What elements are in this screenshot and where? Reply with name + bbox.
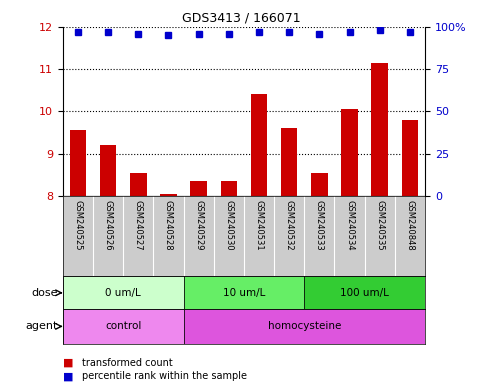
Text: GSM240528: GSM240528 [164,200,173,250]
Text: GSM240526: GSM240526 [103,200,113,250]
Bar [184,276,304,309]
Bar [63,309,184,344]
Bar [70,130,86,196]
Text: GSM240531: GSM240531 [255,200,264,250]
Bar [402,120,418,196]
Bar [304,276,425,309]
Text: percentile rank within the sample: percentile rank within the sample [82,371,247,381]
Text: GDS3413 / 166071: GDS3413 / 166071 [182,12,301,25]
Bar [341,109,358,196]
Text: 0 um/L: 0 um/L [105,288,141,298]
Bar [184,309,425,344]
Text: homocysteine: homocysteine [268,321,341,331]
Text: 10 um/L: 10 um/L [223,288,265,298]
Bar [100,145,116,196]
Text: GSM240535: GSM240535 [375,200,384,250]
Bar [130,173,146,196]
Text: control: control [105,321,142,331]
Text: GSM240533: GSM240533 [315,200,324,251]
Bar [371,63,388,196]
Bar [251,94,267,196]
Text: GSM240525: GSM240525 [73,200,83,250]
Text: ■: ■ [63,371,73,381]
Text: ■: ■ [63,358,73,368]
Text: transformed count: transformed count [82,358,173,368]
Text: GSM240527: GSM240527 [134,200,143,250]
Text: GSM240530: GSM240530 [224,200,233,250]
Text: GSM240532: GSM240532 [284,200,294,250]
Bar [311,173,327,196]
Text: agent: agent [26,321,58,331]
Bar [160,194,177,196]
Text: GSM240534: GSM240534 [345,200,354,250]
Bar [190,181,207,196]
Bar [281,128,298,196]
Text: dose: dose [31,288,58,298]
Bar [63,276,184,309]
Bar [221,181,237,196]
Text: 100 um/L: 100 um/L [340,288,389,298]
Text: GSM240529: GSM240529 [194,200,203,250]
Text: GSM240848: GSM240848 [405,200,414,251]
